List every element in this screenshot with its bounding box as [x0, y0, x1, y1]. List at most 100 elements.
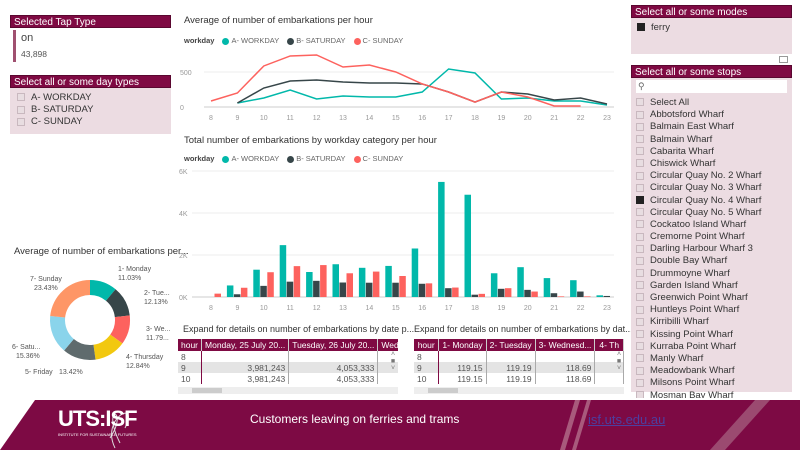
- stop-item[interactable]: Circular Quay No. 5 Wharf: [636, 207, 787, 219]
- checkbox[interactable]: [636, 256, 644, 265]
- checkbox[interactable]: [17, 117, 25, 126]
- checkbox[interactable]: [636, 244, 644, 253]
- stop-item[interactable]: Huntleys Point Wharf: [636, 304, 787, 316]
- table-cell: 10: [414, 373, 440, 384]
- legend-item[interactable]: A- WORKDAY: [222, 36, 279, 45]
- column-header[interactable]: 3- Wednesd...: [535, 339, 596, 351]
- column-header[interactable]: hour: [178, 339, 203, 351]
- legend-item[interactable]: B- SATURDAY: [287, 154, 346, 163]
- slice-value: 12.13%: [144, 299, 168, 306]
- checkbox[interactable]: [636, 135, 644, 144]
- stop-item[interactable]: Milsons Point Wharf: [636, 377, 787, 389]
- checkbox[interactable]: [636, 269, 644, 278]
- date-matrix-table[interactable]: hour Monday, 25 July 20... Tuesday, 26 Jul…: [178, 339, 398, 394]
- stop-item[interactable]: Select All: [636, 97, 787, 109]
- expand-icon[interactable]: [779, 56, 788, 63]
- column-header[interactable]: Tuesday, 26 July 20...: [288, 339, 379, 351]
- stop-item[interactable]: Manly Wharf: [636, 353, 787, 365]
- legend-item[interactable]: B- SATURDAY: [287, 36, 346, 45]
- checkbox[interactable]: [636, 330, 644, 339]
- checkbox[interactable]: [636, 281, 644, 290]
- stop-item[interactable]: Kirribilli Wharf: [636, 316, 787, 328]
- checkbox[interactable]: [636, 220, 644, 229]
- checkbox[interactable]: [636, 232, 644, 241]
- legend-label: C- SUNDAY: [362, 36, 404, 45]
- stop-item[interactable]: Drummoyne Wharf: [636, 268, 787, 280]
- checkbox[interactable]: [636, 183, 644, 192]
- checkbox[interactable]: [17, 93, 25, 102]
- checkbox[interactable]: [636, 98, 644, 107]
- checkbox[interactable]: [636, 171, 644, 180]
- stop-item[interactable]: Greenwich Point Wharf: [636, 292, 787, 304]
- x-tick-label: 22: [577, 115, 585, 122]
- checkbox[interactable]: [636, 208, 644, 217]
- checkbox[interactable]: [636, 147, 644, 156]
- column-header[interactable]: Wed: [377, 339, 398, 351]
- stop-item[interactable]: Circular Quay No. 4 Wharf: [636, 195, 787, 207]
- table-cell: [438, 351, 487, 362]
- legend-label: B- SATURDAY: [296, 36, 346, 45]
- x-tick-label: 18: [471, 305, 479, 312]
- checkbox[interactable]: [636, 317, 644, 326]
- stops-search-input[interactable]: [644, 81, 787, 92]
- stop-label: Circular Quay No. 2 Wharf: [650, 170, 762, 182]
- stop-label: Meadowbank Wharf: [650, 365, 735, 377]
- stop-item[interactable]: Darling Harbour Wharf 3: [636, 243, 787, 255]
- slice-value: 13.42%: [59, 369, 83, 376]
- table-cell: [594, 362, 624, 373]
- table-cell: 3,981,243: [201, 373, 290, 384]
- stop-item[interactable]: Abbotsford Wharf: [636, 109, 787, 121]
- stop-item[interactable]: Cremorne Point Wharf: [636, 231, 787, 243]
- vertical-scrollbar[interactable]: ˄ ■ ˅: [616, 351, 622, 372]
- bar: [557, 296, 565, 297]
- vertical-scrollbar[interactable]: ˄ ■ ˅: [390, 351, 396, 372]
- day-type-item[interactable]: A- WORKDAY: [17, 92, 164, 104]
- checkbox[interactable]: [636, 354, 644, 363]
- horizontal-scrollbar[interactable]: [178, 387, 398, 394]
- table-row: 10 119.15 119.19 118.69: [414, 373, 624, 384]
- column-header[interactable]: 1- Monday: [438, 339, 487, 351]
- stop-item[interactable]: Garden Island Wharf: [636, 280, 787, 292]
- day-type-item[interactable]: C- SUNDAY: [17, 116, 164, 128]
- stop-item[interactable]: Balmain Wharf: [636, 134, 787, 146]
- checkbox[interactable]: [637, 23, 645, 32]
- horizontal-scrollbar[interactable]: [414, 387, 624, 394]
- stop-item[interactable]: Cockatoo Island Wharf: [636, 219, 787, 231]
- stops-search[interactable]: ⚲: [636, 80, 787, 93]
- stop-item[interactable]: Circular Quay No. 3 Wharf: [636, 182, 787, 194]
- checkbox[interactable]: [636, 342, 644, 351]
- stop-item[interactable]: Meadowbank Wharf: [636, 365, 787, 377]
- column-header[interactable]: hour: [414, 339, 440, 351]
- legend-item[interactable]: C- SUNDAY: [353, 36, 404, 45]
- stop-item[interactable]: Chiswick Wharf: [636, 158, 787, 170]
- stop-item[interactable]: Cabarita Wharf: [636, 146, 787, 158]
- checkbox[interactable]: [636, 159, 644, 168]
- stop-item[interactable]: Circular Quay No. 2 Wharf: [636, 170, 787, 182]
- legend-item[interactable]: A- WORKDAY: [222, 154, 279, 163]
- checkbox[interactable]: [636, 122, 644, 131]
- stop-item[interactable]: Balmain East Wharf: [636, 121, 787, 133]
- stop-item[interactable]: Kissing Point Wharf: [636, 329, 787, 341]
- bar: [517, 267, 524, 297]
- checkbox[interactable]: [636, 305, 644, 314]
- day-type-item[interactable]: B- SATURDAY: [17, 104, 164, 116]
- checkbox[interactable]: [636, 366, 644, 375]
- checkbox[interactable]: [636, 293, 644, 302]
- checkbox[interactable]: [636, 110, 644, 119]
- stop-label: Darling Harbour Wharf 3: [650, 243, 753, 255]
- weekday-matrix-table[interactable]: hour 1- Monday 2- Tuesday 3- Wednesd... 4- T…: [414, 339, 624, 394]
- checkbox[interactable]: [636, 378, 644, 387]
- checkbox[interactable]: [17, 105, 25, 114]
- stop-item[interactable]: Double Bay Wharf: [636, 255, 787, 267]
- bar: [385, 265, 392, 297]
- checkbox[interactable]: [636, 195, 644, 204]
- column-header[interactable]: 2- Tuesday: [486, 339, 536, 351]
- stop-item[interactable]: Kurraba Point Wharf: [636, 341, 787, 353]
- column-header[interactable]: Monday, 25 July 20...: [201, 339, 290, 351]
- legend-item[interactable]: C- SUNDAY: [353, 154, 403, 163]
- isf-link[interactable]: isf.uts.edu.au: [588, 412, 666, 427]
- column-header[interactable]: 4- Th: [594, 339, 624, 351]
- table-cell: [288, 351, 379, 362]
- mode-item[interactable]: ferry: [637, 22, 786, 34]
- table-cell: 118.69: [535, 373, 596, 384]
